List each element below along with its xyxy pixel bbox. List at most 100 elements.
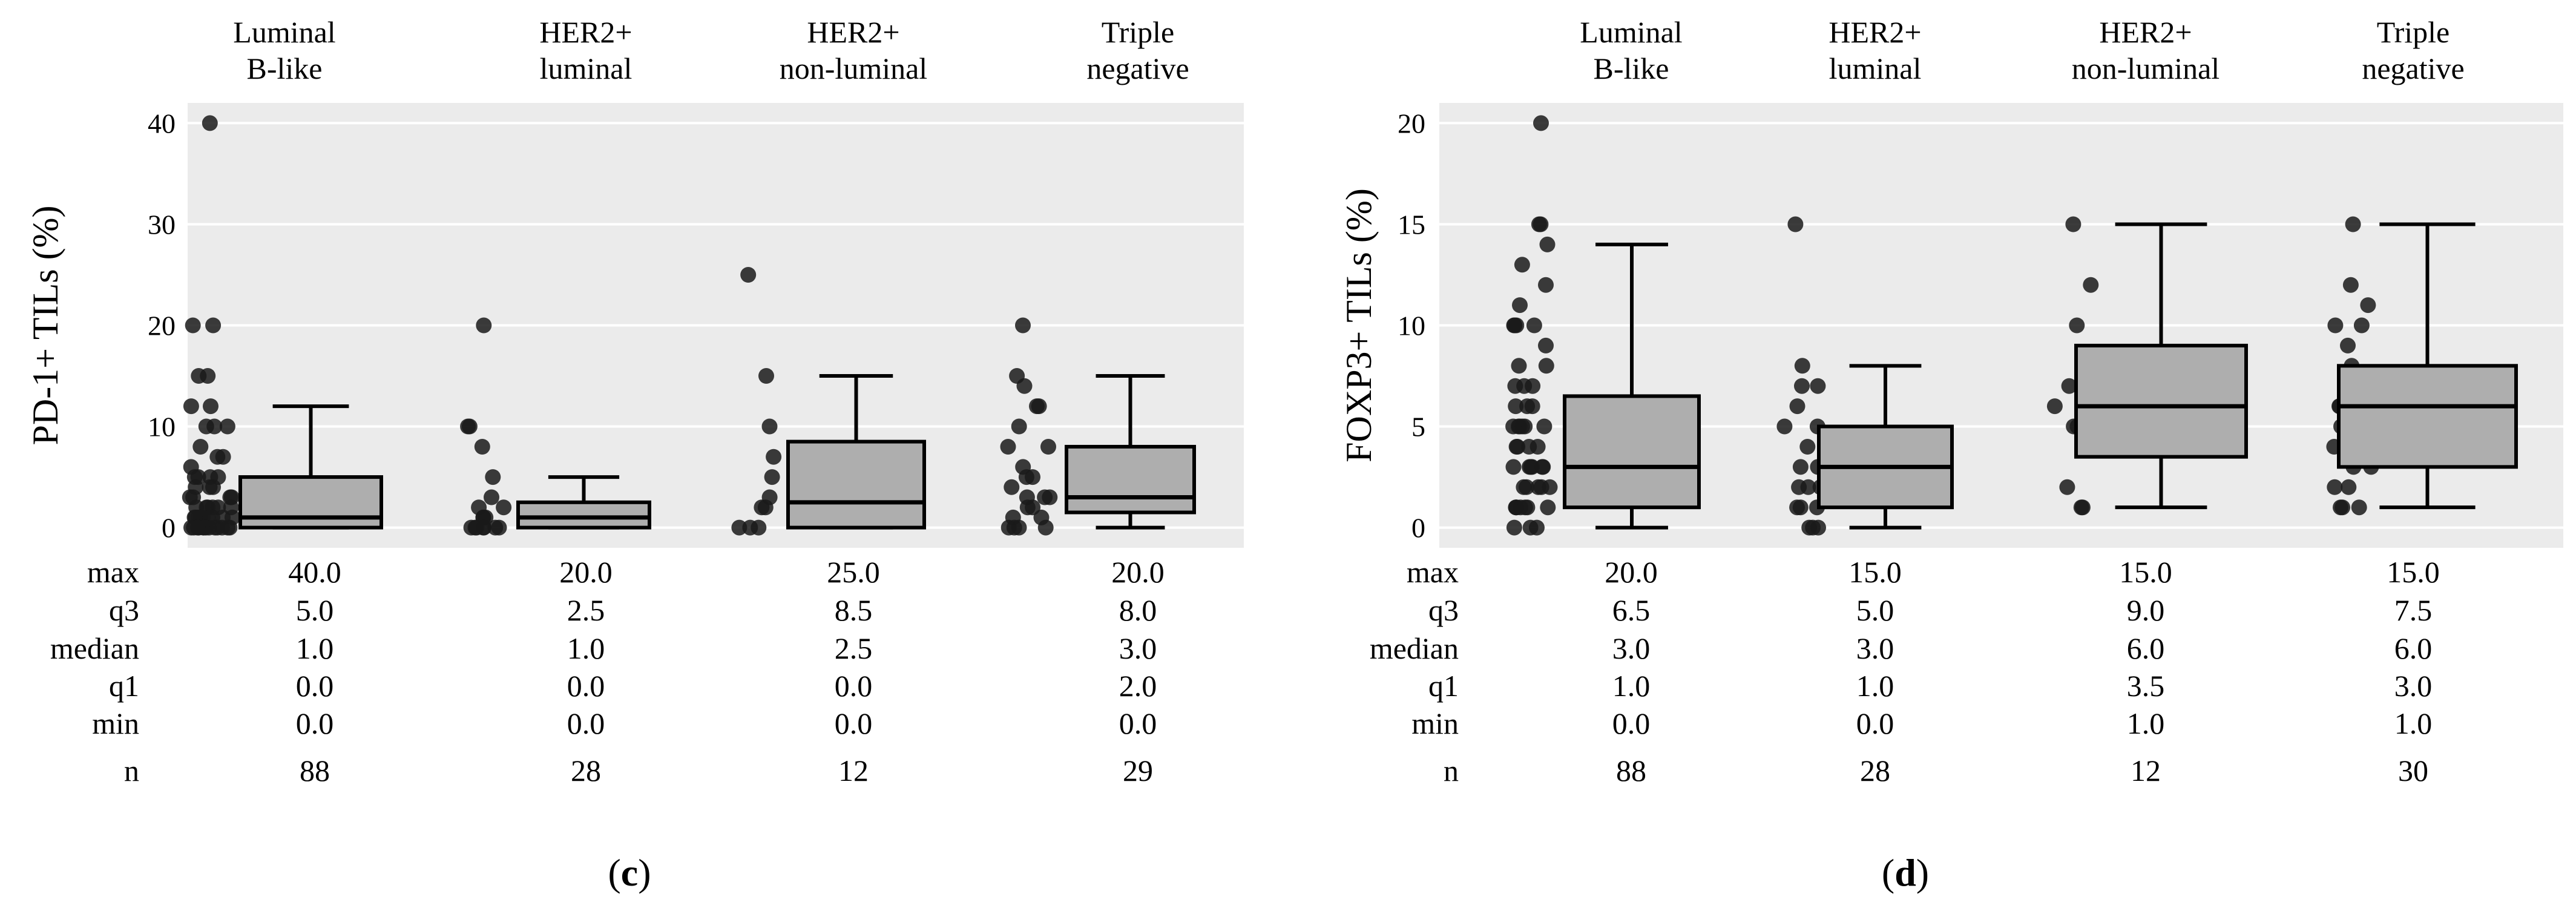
data-point bbox=[202, 115, 218, 131]
data-point bbox=[1538, 358, 1554, 374]
stats-value-q1: 1.0 bbox=[1856, 669, 1894, 703]
stats-value-min: 0.0 bbox=[1119, 706, 1157, 740]
data-point bbox=[202, 479, 218, 495]
data-point bbox=[1040, 439, 1056, 455]
data-point bbox=[1538, 337, 1554, 354]
stats-value-q1: 1.0 bbox=[1612, 669, 1651, 703]
data-point bbox=[1776, 418, 1793, 435]
stats-row-label-min: min bbox=[92, 706, 139, 740]
stats-value-median: 6.0 bbox=[2127, 631, 2165, 665]
y-tick-label: 15 bbox=[1398, 209, 1425, 240]
stats-value-min: 1.0 bbox=[2394, 706, 2433, 740]
data-point bbox=[487, 519, 504, 536]
y-tick-label: 0 bbox=[162, 513, 176, 544]
data-point bbox=[205, 317, 222, 334]
box-iqr bbox=[1065, 444, 1196, 515]
stats-value-max: 20.0 bbox=[1111, 555, 1165, 589]
y-axis-label: PD-1+ TILs (%) bbox=[25, 205, 65, 445]
stats-value-median: 3.0 bbox=[1119, 631, 1157, 665]
data-point bbox=[1794, 378, 1810, 394]
panel-label: (c) bbox=[608, 851, 651, 894]
data-point bbox=[2069, 317, 2085, 334]
stats-row-label-median: median bbox=[1370, 631, 1459, 665]
data-point bbox=[1006, 519, 1022, 536]
data-point bbox=[198, 418, 214, 435]
data-point bbox=[185, 317, 201, 334]
box-iqr bbox=[516, 500, 651, 530]
data-point bbox=[766, 449, 782, 465]
data-point bbox=[2353, 317, 2370, 334]
data-point bbox=[209, 449, 226, 465]
data-point bbox=[1019, 499, 1036, 516]
data-point bbox=[496, 499, 512, 516]
y-tick-label: 20 bbox=[1398, 108, 1425, 139]
data-point bbox=[1510, 439, 1526, 455]
stats-row-label-q3: q3 bbox=[1428, 593, 1459, 627]
data-point bbox=[1037, 519, 1054, 536]
y-tick-label: 20 bbox=[148, 311, 176, 341]
stats-value-q3: 5.0 bbox=[296, 593, 334, 627]
data-point bbox=[1505, 459, 1522, 475]
data-point bbox=[1004, 479, 1020, 495]
stats-value-max: 25.0 bbox=[827, 555, 880, 589]
data-point bbox=[192, 439, 209, 455]
data-point bbox=[485, 469, 501, 485]
data-point bbox=[2046, 398, 2063, 415]
y-tick-label: 30 bbox=[148, 209, 176, 240]
data-point bbox=[2334, 499, 2351, 516]
stats-value-max: 40.0 bbox=[288, 555, 341, 589]
stats-value-median: 1.0 bbox=[296, 631, 334, 665]
data-point bbox=[1011, 418, 1027, 435]
stats-value-q3: 9.0 bbox=[2127, 593, 2165, 627]
stats-value-min: 0.0 bbox=[1612, 706, 1651, 740]
stats-value-median: 6.0 bbox=[2394, 631, 2433, 665]
box-iqr bbox=[238, 475, 383, 530]
data-point bbox=[1514, 257, 1530, 273]
data-point bbox=[2351, 499, 2367, 516]
stats-value-n: 28 bbox=[571, 754, 601, 788]
stats-value-q3: 2.5 bbox=[567, 593, 605, 627]
category-label: Luminal B-like bbox=[1580, 15, 1682, 85]
category-label: HER2+ non-luminal bbox=[2072, 15, 2220, 85]
data-point bbox=[1016, 378, 1033, 394]
data-point bbox=[2327, 317, 2344, 334]
category-label: Triple negative bbox=[1086, 15, 1189, 85]
box-iqr bbox=[2074, 343, 2248, 459]
data-point bbox=[1018, 469, 1034, 485]
data-point bbox=[189, 519, 206, 536]
stats-value-q3: 8.0 bbox=[1119, 593, 1157, 627]
stats-value-max: 15.0 bbox=[2119, 555, 2172, 589]
panel-d: 0 5 10 15 20 FOXP3+ TILs (%) Luminal B-like HER2… bbox=[1339, 15, 2563, 894]
stats-row-label-max: max bbox=[1407, 555, 1459, 589]
data-point bbox=[2065, 216, 2082, 232]
data-point bbox=[476, 317, 492, 334]
stats-value-median: 1.0 bbox=[567, 631, 605, 665]
data-point bbox=[1508, 398, 1524, 415]
data-point bbox=[2340, 337, 2356, 354]
data-point bbox=[1522, 519, 1539, 536]
stats-row-label-q1: q1 bbox=[1428, 669, 1459, 703]
stats-value-q3: 5.0 bbox=[1856, 593, 1894, 627]
category-label: HER2+ luminal bbox=[1828, 15, 1921, 85]
stats-value-median: 3.0 bbox=[1612, 631, 1651, 665]
data-point bbox=[758, 368, 774, 384]
stats-value-q3: 6.5 bbox=[1612, 593, 1651, 627]
data-point bbox=[474, 439, 490, 455]
stats-row-label-median: median bbox=[50, 631, 139, 665]
stats-value-max: 15.0 bbox=[1848, 555, 1902, 589]
stats-value-q3: 7.5 bbox=[2394, 593, 2433, 627]
stats-value-median: 3.0 bbox=[1856, 631, 1894, 665]
data-point bbox=[2345, 216, 2361, 232]
data-point bbox=[200, 368, 216, 384]
stats-value-max: 15.0 bbox=[2387, 555, 2440, 589]
y-tick-label: 5 bbox=[1411, 412, 1425, 442]
data-point bbox=[1505, 418, 1522, 435]
data-point bbox=[1516, 378, 1533, 394]
stats-value-n: 12 bbox=[838, 754, 869, 788]
stats-value-n: 12 bbox=[2131, 754, 2161, 788]
stats-row-label-q3: q3 bbox=[109, 593, 139, 627]
category-label: HER2+ non-luminal bbox=[780, 15, 927, 85]
data-point bbox=[1791, 479, 1807, 495]
stats-value-q1: 0.0 bbox=[567, 669, 605, 703]
